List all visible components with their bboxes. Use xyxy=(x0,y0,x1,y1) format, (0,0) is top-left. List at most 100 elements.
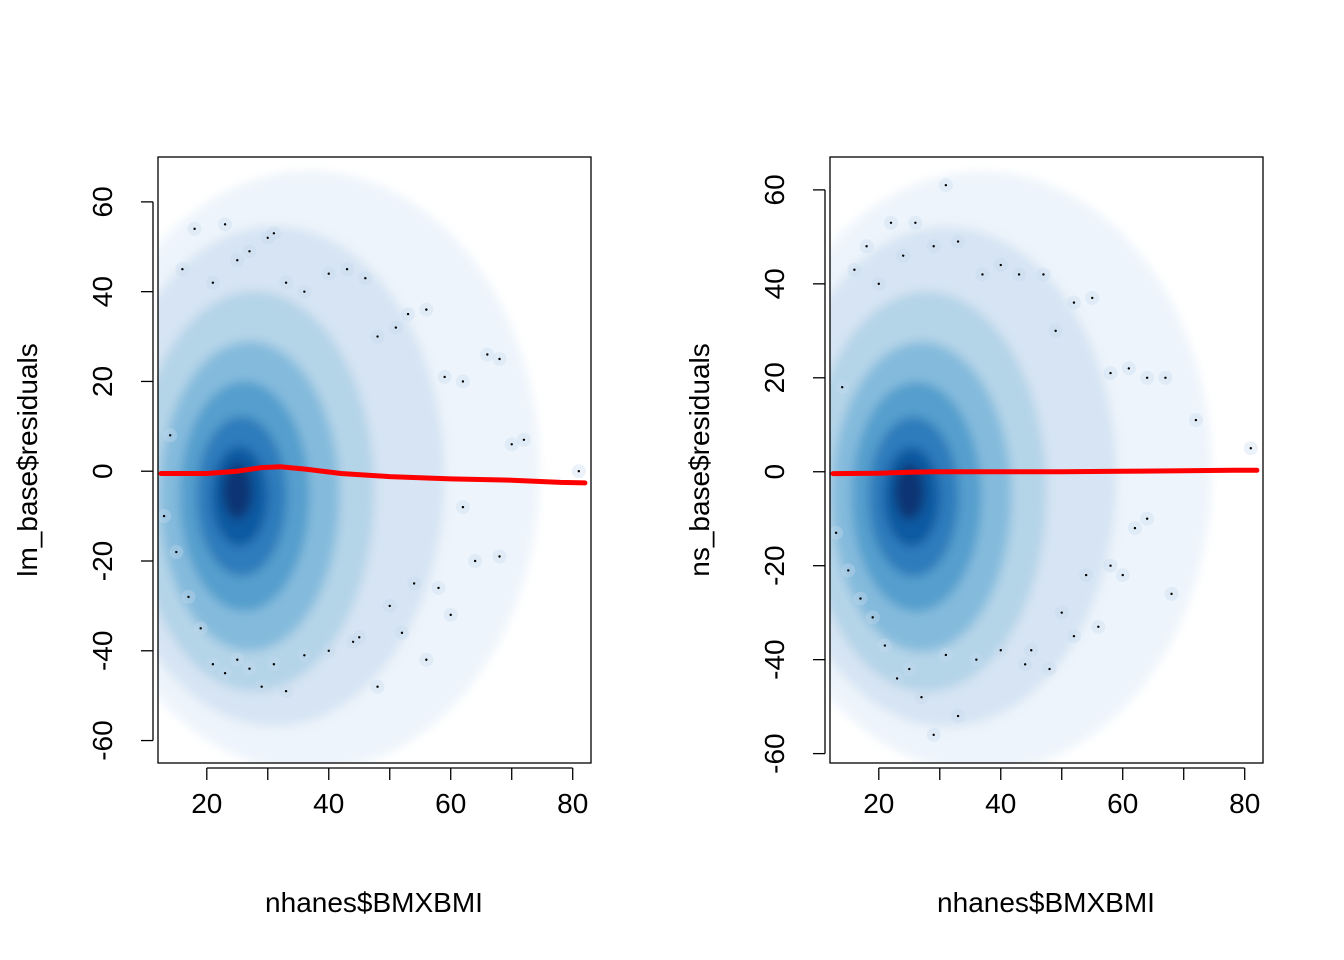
data-point xyxy=(437,586,440,590)
data-point xyxy=(236,259,239,262)
data-point xyxy=(284,281,288,284)
y-tick-label: 0 xyxy=(87,463,118,479)
data-point xyxy=(425,658,428,661)
data-point xyxy=(1084,573,1088,577)
density-cloud xyxy=(158,171,540,763)
data-point xyxy=(871,616,874,619)
y-axis: -60 -40 -20 0 20 40 60 xyxy=(759,174,826,774)
data-point xyxy=(498,357,501,361)
x-tick-label: 20 xyxy=(863,788,894,819)
data-point xyxy=(1109,371,1112,375)
y-tick-label: 20 xyxy=(87,366,118,397)
data-point xyxy=(889,221,893,224)
data-point xyxy=(1072,301,1076,304)
data-point xyxy=(1145,376,1149,379)
data-point xyxy=(248,667,251,670)
data-point xyxy=(920,696,923,699)
data-point xyxy=(345,268,349,271)
data-point xyxy=(449,613,452,617)
data-point xyxy=(901,254,905,257)
plot-frame xyxy=(157,156,592,764)
data-point xyxy=(847,569,850,572)
x-tick-label: 60 xyxy=(435,788,466,819)
data-point xyxy=(248,250,251,253)
x-tick-label: 40 xyxy=(985,788,1016,819)
data-point xyxy=(461,380,465,383)
data-point xyxy=(327,272,330,275)
density-level-7 xyxy=(222,463,253,520)
y-tick-label: -20 xyxy=(87,541,118,581)
data-point xyxy=(914,221,917,224)
data-point xyxy=(181,268,184,271)
data-point xyxy=(981,273,984,276)
y-tick-label: -60 xyxy=(759,733,790,773)
x-tick-label: 60 xyxy=(1107,788,1138,819)
data-point xyxy=(400,631,404,635)
data-point xyxy=(1023,663,1027,666)
plot-frame xyxy=(829,156,1264,764)
outlier-points xyxy=(829,178,1258,742)
data-point xyxy=(187,595,190,599)
data-point xyxy=(1194,418,1198,422)
y-axis-label: ns_base$residuals xyxy=(684,343,715,577)
data-point xyxy=(834,531,838,535)
data-point xyxy=(1060,611,1063,614)
density-level-7 xyxy=(894,463,925,520)
density-layer xyxy=(158,171,540,763)
data-point xyxy=(272,663,276,666)
data-point xyxy=(327,649,330,652)
y-tick-label: 40 xyxy=(87,276,118,307)
data-point xyxy=(865,245,868,248)
data-point xyxy=(406,312,410,316)
data-point xyxy=(303,654,306,657)
data-point xyxy=(853,268,856,271)
data-point xyxy=(272,232,276,235)
data-point xyxy=(1072,634,1076,638)
data-point xyxy=(1017,273,1021,276)
data-point xyxy=(223,672,227,675)
y-tick-label: 40 xyxy=(759,268,790,299)
data-point xyxy=(999,263,1002,267)
smoother-line xyxy=(158,464,588,486)
x-axis-label: nhanes$BMXBMI xyxy=(265,887,483,918)
data-point xyxy=(168,434,172,437)
data-point xyxy=(944,183,948,187)
data-point xyxy=(1133,526,1137,530)
y-axis: -60 -40 -20 0 20 40 60 xyxy=(87,186,154,761)
x-axis-label: nhanes$BMXBMI xyxy=(937,887,1155,918)
data-point xyxy=(461,505,465,509)
data-point xyxy=(260,685,263,688)
data-point xyxy=(1109,564,1112,567)
x-tick-label: 20 xyxy=(191,788,222,819)
data-point xyxy=(1145,517,1149,520)
data-point xyxy=(1097,625,1100,628)
data-point xyxy=(522,438,526,441)
data-point xyxy=(498,555,501,558)
data-point xyxy=(425,308,428,311)
data-point xyxy=(486,353,489,356)
y-tick-label: 60 xyxy=(87,186,118,217)
data-point xyxy=(999,649,1002,652)
data-point xyxy=(211,663,215,666)
data-point xyxy=(944,653,948,657)
data-point xyxy=(211,281,215,284)
data-point xyxy=(193,227,196,231)
x-tick-label: 80 xyxy=(1229,788,1260,819)
data-point xyxy=(303,290,306,293)
y-axis-label: lm_base$residuals xyxy=(12,343,43,576)
data-point xyxy=(412,582,416,585)
data-point xyxy=(1091,296,1094,300)
data-point xyxy=(1042,273,1045,276)
data-point xyxy=(388,604,391,608)
data-point xyxy=(1030,649,1033,652)
data-point xyxy=(1170,592,1173,596)
data-point xyxy=(932,733,935,737)
data-point xyxy=(284,689,288,693)
data-point xyxy=(394,326,398,329)
smoother-line xyxy=(830,467,1260,477)
data-point xyxy=(175,550,178,554)
density-cloud xyxy=(830,171,1212,763)
data-point xyxy=(895,677,899,680)
